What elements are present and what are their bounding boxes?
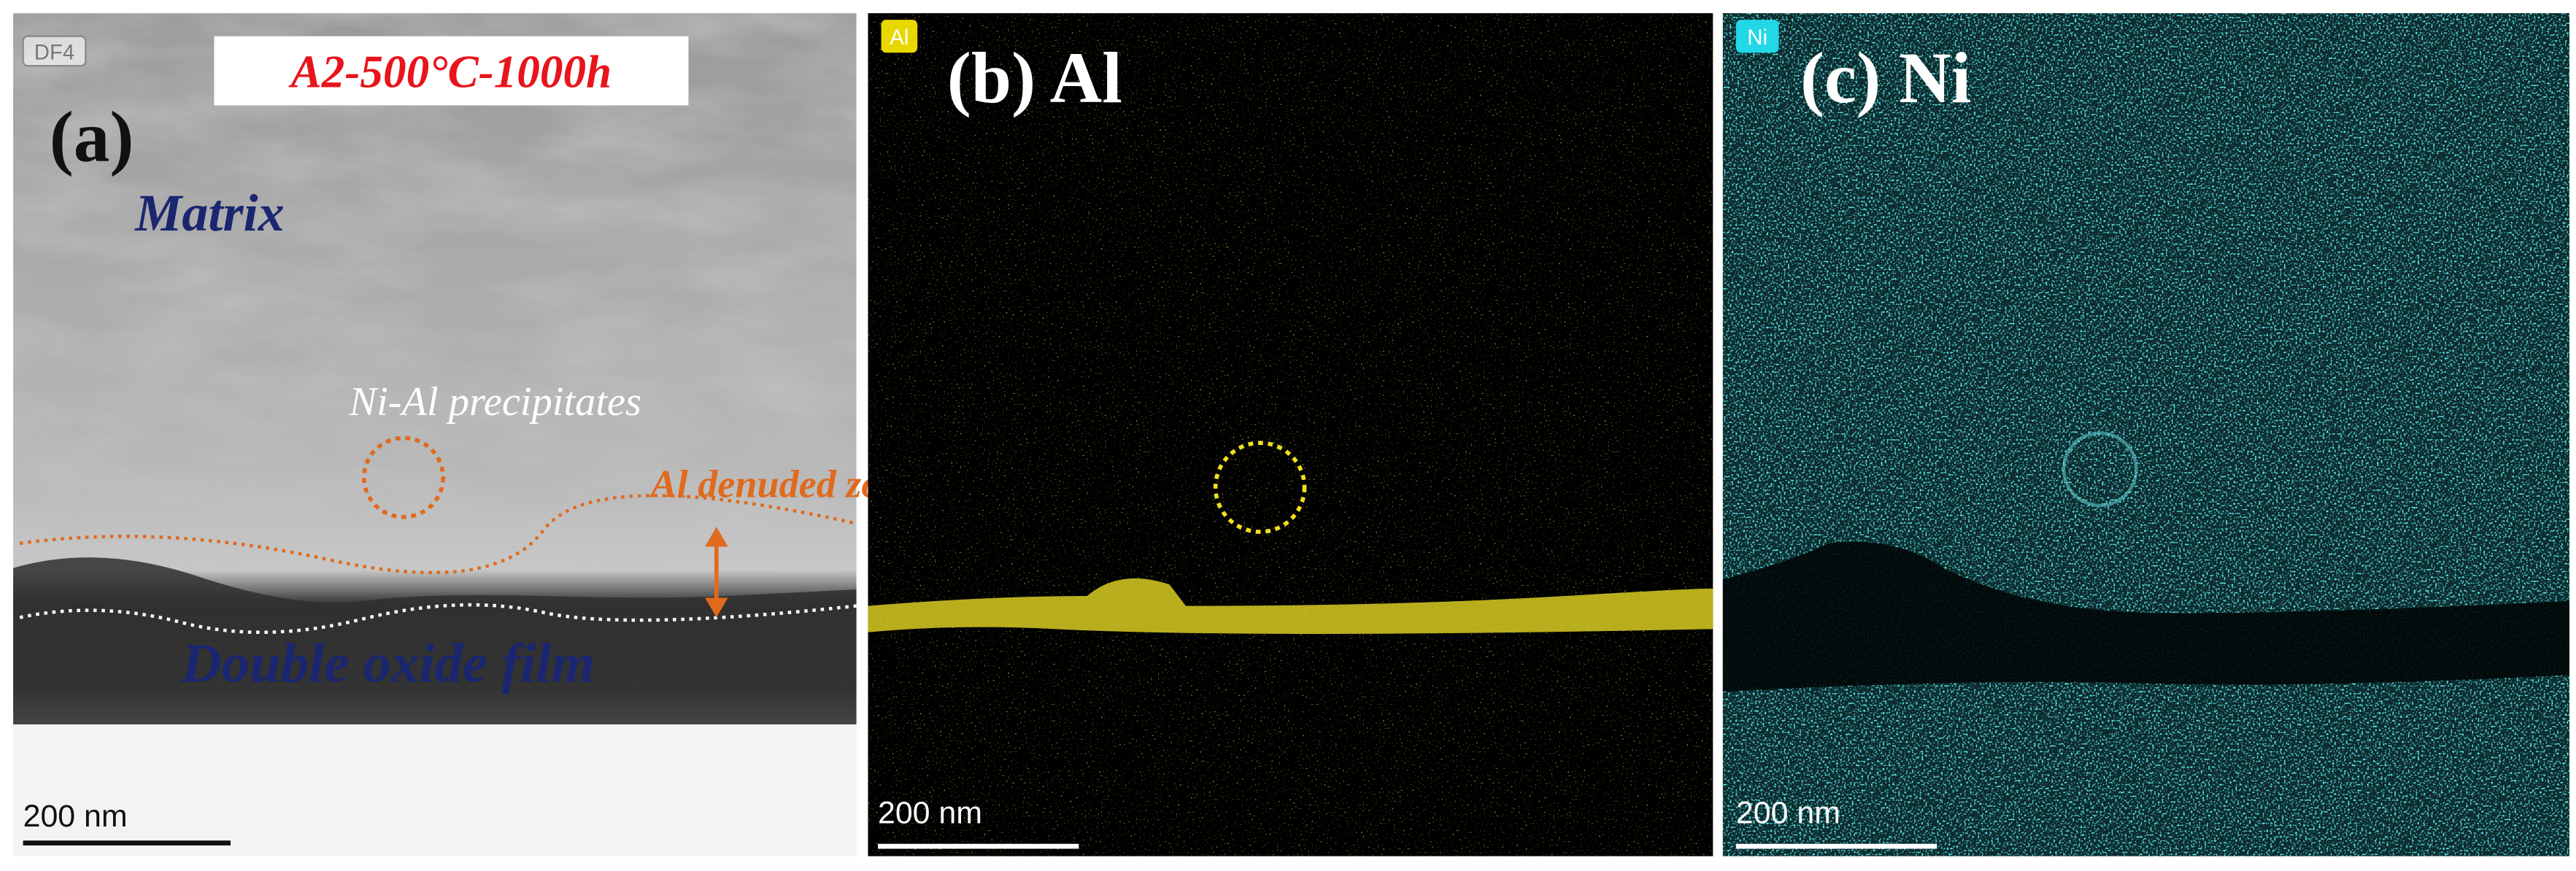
noise: [1722, 13, 2569, 856]
noise: [868, 13, 1713, 856]
oxide-line: [19, 603, 857, 635]
annotation: Matrix: [134, 184, 285, 242]
scale-bar-label: 200 nm: [1736, 796, 1840, 831]
scale-bar-label: 200 nm: [23, 799, 128, 834]
panel-c: [1722, 13, 2569, 856]
annotation: Ni-Al precipitates: [348, 379, 641, 425]
title: A2-500°C-1000h: [288, 47, 612, 98]
badge: Ni: [1747, 26, 1767, 50]
panel-label: (b) Al: [947, 39, 1122, 118]
substrate: [13, 724, 857, 856]
annotation: Double oxide film: [180, 632, 595, 694]
panel-b: [868, 13, 1715, 856]
ni-depleted-band: [1722, 541, 2569, 692]
zone-arrow: [705, 527, 728, 618]
panel-label: (a): [50, 98, 134, 177]
badge-box: [881, 20, 918, 53]
panel-a: [13, 13, 857, 856]
badge: DF4: [34, 40, 74, 64]
badge-box: [22, 35, 87, 67]
oxide-film: [13, 557, 857, 725]
title-box: [214, 36, 689, 106]
precipitate-circle: [1213, 441, 1307, 534]
denuded-zone-line: [19, 494, 857, 575]
panel-label: (c) Ni: [1800, 39, 1971, 118]
precipitate-circle: [361, 436, 445, 519]
scale-bar-label: 200 nm: [878, 796, 982, 831]
badge-box: [1735, 20, 1779, 53]
texture: [13, 13, 857, 573]
badge: Al: [890, 26, 909, 50]
al-band: [868, 578, 1715, 634]
precipitate-ring: [2062, 431, 2138, 508]
